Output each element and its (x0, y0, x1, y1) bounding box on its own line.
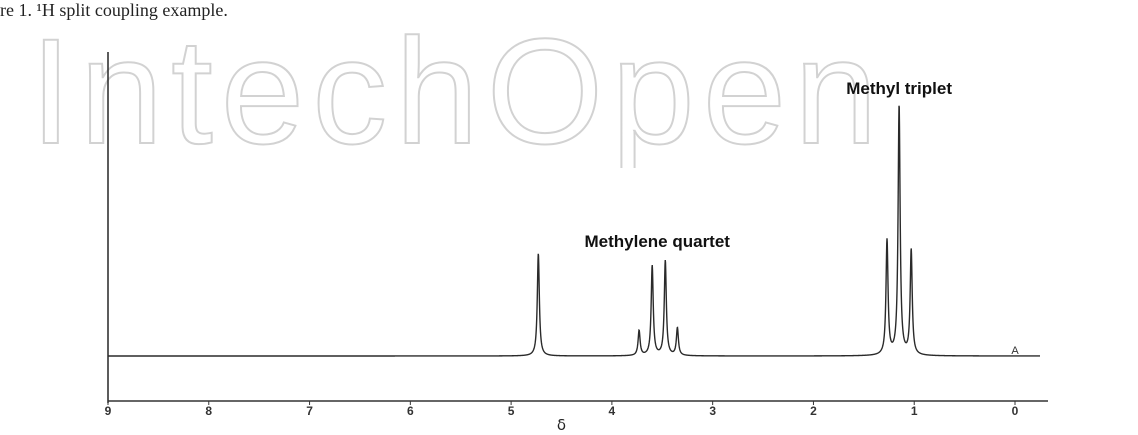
x-tick-label: 0 (1012, 404, 1019, 418)
tms-marker: A (1011, 345, 1019, 357)
x-tick-label: 5 (508, 404, 515, 418)
x-axis-label: δ (557, 416, 566, 434)
x-tick-label: 6 (407, 404, 414, 418)
x-tick-label: 2 (810, 404, 817, 418)
axes (107, 52, 1048, 403)
x-tick-label: 4 (609, 404, 616, 418)
peak-annotation: Methyl triplet (846, 79, 952, 98)
x-tick-label: 3 (709, 404, 716, 418)
annotations: Methylene quartet Methyl triplet A (584, 79, 1019, 357)
x-tick-label: 8 (205, 404, 212, 418)
peak-annotation: Methylene quartet (584, 232, 730, 251)
x-axis-ticks: 9 8 7 6 5 4 3 2 1 0 (105, 401, 1019, 418)
watermark: IntechOpen (29, 18, 886, 168)
spectrum-trace (108, 105, 1040, 357)
x-tick-label: 9 (105, 404, 112, 418)
spectrum-line (108, 105, 1040, 357)
watermark-text: IntechOpen (30, 18, 886, 168)
figure-caption: re 1. ¹H split coupling example. (0, 0, 228, 20)
x-tick-label: 7 (306, 404, 313, 418)
x-tick-label: 1 (911, 404, 918, 418)
